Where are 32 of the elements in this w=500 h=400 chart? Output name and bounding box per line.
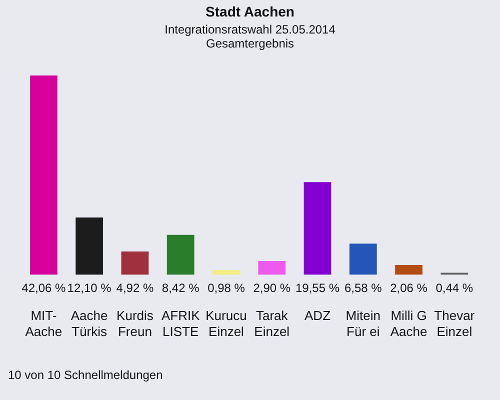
bar xyxy=(212,270,240,275)
text: 10 von 10 Schnellmeldungen xyxy=(8,368,163,382)
x-tick-label: Aache Türkis xyxy=(70,308,108,339)
data-label: 0,44 % xyxy=(436,281,474,296)
x-tick-label: Milli G Aache xyxy=(390,308,428,339)
data-label: 6,58 % xyxy=(344,281,382,296)
bar xyxy=(258,261,286,275)
bar xyxy=(166,234,194,275)
x-tick-label: Mitein Für ei xyxy=(346,308,380,339)
data-label: 4,92 % xyxy=(116,281,154,296)
x-tick-label: Kurdis Freun xyxy=(116,308,154,339)
x-tick-label: ADZ xyxy=(304,308,331,324)
x-tick-label: MIT- Aache xyxy=(25,308,62,339)
chart-subtitle: Integrationsratswahl 25.05.2014 Gesamtergebnis xyxy=(164,22,336,51)
bar xyxy=(349,244,377,275)
bar xyxy=(304,182,332,275)
bar xyxy=(76,217,104,275)
data-label: 19,55 % xyxy=(295,281,340,296)
chart-title: Stadt Aachen xyxy=(206,3,294,20)
x-tick-label: Tarak Einzel xyxy=(254,308,290,339)
data-label: 0,98 % xyxy=(208,281,246,296)
data-label: 8,42 % xyxy=(162,281,200,296)
x-tick-label: Thevar Einzel xyxy=(434,308,476,339)
bar xyxy=(121,251,149,275)
data-label: 2,06 % xyxy=(390,281,428,296)
data-label: 42,06 % xyxy=(22,281,66,296)
x-tick-label: Kurucu Einzel xyxy=(206,308,247,339)
x-tick-label: AFRIK LISTE xyxy=(161,308,200,339)
data-label: 12,10 % xyxy=(67,281,112,296)
data-label: 2,90 % xyxy=(253,281,291,296)
bar xyxy=(30,76,58,275)
bar xyxy=(395,265,422,275)
